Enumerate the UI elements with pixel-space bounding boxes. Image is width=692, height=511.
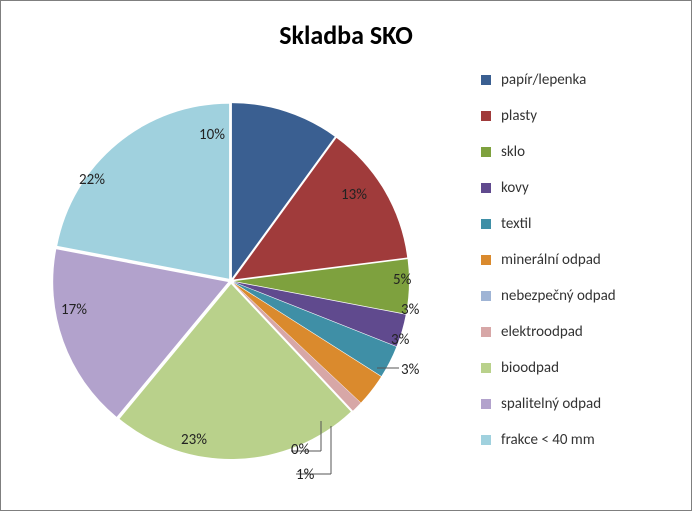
legend-item: sklo <box>481 143 671 161</box>
legend: papír/lepenka plasty sklo kovy textil minerál… <box>481 71 671 467</box>
legend-label: bioodpad <box>501 359 559 377</box>
legend-label: papír/lepenka <box>501 71 586 89</box>
legend-item: spalitelný odpad <box>481 395 671 413</box>
legend-swatch <box>481 363 491 373</box>
legend-swatch <box>481 435 491 445</box>
legend-swatch <box>481 75 491 85</box>
legend-label: minerální odpad <box>501 251 601 269</box>
legend-label: textil <box>501 215 531 233</box>
legend-item: elektroodpad <box>481 323 671 341</box>
slice-pct-label: 1% <box>296 466 314 484</box>
legend-item: bioodpad <box>481 359 671 377</box>
legend-item: textil <box>481 215 671 233</box>
legend-label: plasty <box>501 107 537 125</box>
legend-label: elektroodpad <box>501 323 583 341</box>
legend-swatch <box>481 183 491 193</box>
slice-pct-label: 3% <box>401 361 419 379</box>
legend-item: nebezpečný odpad <box>481 287 671 305</box>
chart-frame: Skladba SKO 10%13%5%3%3%3%0%1%23%17%22% … <box>0 0 692 511</box>
slice-pct-label: 17% <box>61 301 87 319</box>
slice-pct-label: 23% <box>181 431 207 449</box>
legend-item: minerální odpad <box>481 251 671 269</box>
legend-item: plasty <box>481 107 671 125</box>
slice-pct-label: 10% <box>199 126 225 144</box>
legend-item: frakce < 40 mm <box>481 431 671 449</box>
slice-pct-label: 22% <box>79 171 105 189</box>
legend-label: spalitelný odpad <box>501 395 601 413</box>
legend-item: papír/lepenka <box>481 71 671 89</box>
slice-pct-label: 5% <box>393 271 411 289</box>
legend-swatch <box>481 327 491 337</box>
legend-swatch <box>481 255 491 265</box>
legend-swatch <box>481 219 491 229</box>
legend-swatch <box>481 399 491 409</box>
pie-chart: 10% 13% 5% 3% 3% 3% 0% 1% 23% 17% 22% <box>21 71 461 491</box>
legend-label: nebezpečný odpad <box>501 287 616 305</box>
legend-label: frakce < 40 mm <box>501 431 595 449</box>
slice-pct-label: 3% <box>401 301 419 319</box>
chart-title: Skladba SKO <box>1 19 691 51</box>
legend-swatch <box>481 111 491 121</box>
legend-swatch <box>481 291 491 301</box>
legend-swatch <box>481 147 491 157</box>
slice-pct-label: 13% <box>341 186 367 204</box>
slice-pct-label: 3% <box>391 331 409 349</box>
legend-label: sklo <box>501 143 525 161</box>
slice-pct-label: 0% <box>291 441 309 459</box>
legend-item: kovy <box>481 179 671 197</box>
legend-label: kovy <box>501 179 529 197</box>
